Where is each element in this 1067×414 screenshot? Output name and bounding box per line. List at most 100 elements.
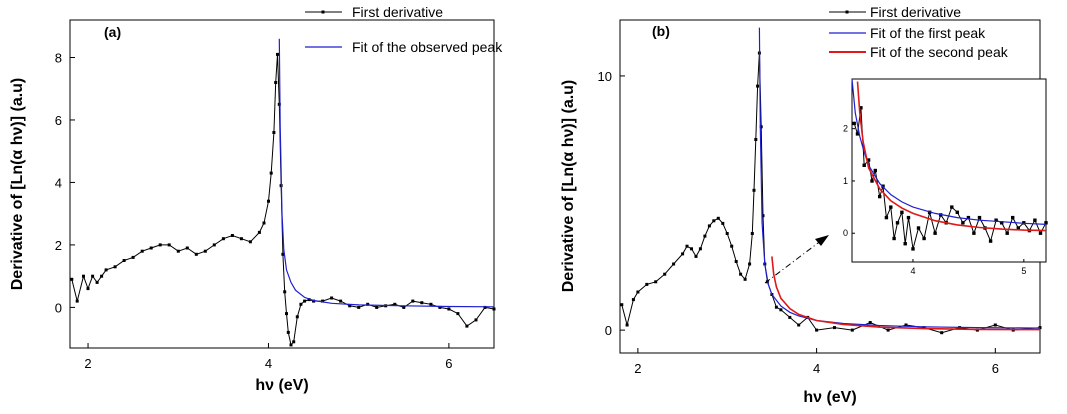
series-line-data: [621, 52, 1041, 334]
data-point: [438, 305, 442, 309]
data-point: [447, 307, 451, 311]
panel-a-xlabel: hν (eV): [255, 377, 308, 394]
data-point: [339, 299, 343, 303]
data-point: [850, 328, 854, 332]
data-point: [870, 179, 874, 183]
data-point: [645, 282, 649, 286]
data-point: [1033, 218, 1037, 222]
panel-a-legend: First derivative Fit of the observed pea…: [305, 4, 503, 55]
panel-b-xlabel: hν (eV): [803, 389, 856, 406]
data-point: [277, 102, 281, 106]
data-point: [299, 302, 303, 306]
data-point: [972, 231, 976, 235]
data-point: [267, 199, 270, 203]
data-point: [230, 234, 234, 237]
data-point: [756, 84, 760, 88]
data-point: [730, 244, 734, 248]
data-point: [393, 302, 397, 306]
data-point: [269, 171, 273, 175]
y-tick-label: 0: [55, 300, 62, 315]
data-point: [759, 125, 763, 129]
data-point: [212, 243, 216, 247]
data-point: [672, 262, 676, 266]
data-point: [900, 210, 904, 214]
series-line-fit2: [771, 256, 1041, 331]
data-point: [933, 231, 937, 235]
data-point: [779, 308, 783, 312]
data-point: [815, 328, 819, 332]
y-tick-label: 6: [55, 113, 62, 128]
data-point: [993, 323, 997, 327]
data-point: [750, 232, 754, 235]
data-point: [330, 296, 334, 300]
data-point: [307, 298, 311, 302]
x-tick-label: 4: [265, 356, 272, 371]
data-point: [429, 302, 433, 306]
data-point: [185, 246, 189, 250]
panel-a-ticks: 2 4 6 0 2 4 6 8: [55, 50, 453, 371]
legend-b-fit1-label: Fit of the first peak: [870, 25, 986, 41]
data-point: [483, 305, 487, 309]
x-tick-label: 6: [445, 356, 452, 371]
data-point: [113, 265, 117, 269]
data-point: [950, 205, 954, 209]
data-point: [91, 274, 95, 278]
data-point: [761, 214, 765, 218]
data-point: [357, 305, 361, 309]
data-point: [884, 215, 889, 220]
panel-b-series: [620, 27, 1042, 335]
data-point: [104, 268, 108, 272]
data-point: [977, 215, 982, 220]
data-point: [1038, 231, 1043, 235]
data-point: [743, 277, 747, 281]
series-line-fit1: [758, 27, 1041, 329]
y-tick-label: 1: [843, 176, 848, 186]
data-point: [158, 243, 162, 247]
data-point: [257, 230, 261, 234]
data-point: [712, 219, 716, 223]
legend-a-fit-label: Fit of the observed peak: [352, 39, 503, 55]
data-point: [1000, 221, 1004, 225]
data-point: [895, 221, 900, 225]
data-point: [852, 121, 856, 126]
data-point: [272, 131, 276, 134]
y-tick-label: 0: [843, 228, 848, 238]
data-point: [922, 236, 926, 241]
data-point: [873, 168, 877, 173]
data-point: [194, 252, 198, 256]
y-tick-label: 4: [55, 175, 62, 190]
data-point: [248, 240, 252, 244]
series-line-data: [71, 54, 495, 346]
data-point: [690, 247, 693, 251]
data-point: [75, 299, 79, 303]
data-point: [631, 298, 635, 302]
data-point: [878, 194, 882, 199]
series-line-fit: [278, 38, 495, 308]
data-point: [694, 254, 698, 258]
x-tick-label: 6: [992, 361, 999, 376]
data-point: [955, 210, 959, 214]
data-point: [922, 326, 926, 330]
y-tick-label: 10: [598, 69, 612, 84]
data-point: [752, 188, 756, 192]
data-point: [100, 274, 104, 278]
data-point: [906, 215, 911, 220]
data-point: [492, 307, 496, 311]
data-point: [734, 260, 738, 263]
data-point: [474, 318, 478, 322]
data-point: [86, 287, 90, 291]
data-point: [739, 272, 743, 276]
data-point: [855, 132, 860, 136]
data-point: [276, 52, 279, 56]
data-point: [707, 224, 711, 228]
data-point: [966, 215, 971, 220]
data-point: [140, 249, 144, 253]
data-point: [833, 326, 836, 330]
panel-a-label: (a): [104, 24, 121, 40]
data-point: [886, 328, 890, 332]
data-point: [1005, 231, 1009, 235]
data-point: [698, 247, 702, 251]
data-point: [797, 323, 801, 327]
data-point: [721, 221, 725, 225]
